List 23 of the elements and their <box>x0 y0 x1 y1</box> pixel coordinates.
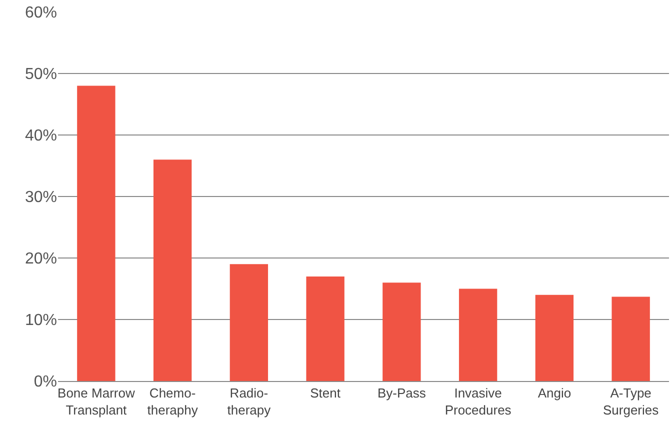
bar <box>306 276 344 381</box>
y-tick-label: 10% <box>24 312 57 330</box>
x-tick-label: Stent <box>310 386 341 401</box>
x-tick-label: Bone Marrow Transplant <box>58 386 136 418</box>
bar <box>382 282 421 381</box>
x-tick-label: Angio <box>538 386 572 401</box>
bar <box>612 296 650 381</box>
y-tick-label: 60% <box>24 4 57 22</box>
y-tick-label: 40% <box>24 128 57 145</box>
y-tick-label: 30% <box>24 189 57 206</box>
x-tick-label: Radio- therapy <box>227 386 272 418</box>
bar <box>153 160 192 381</box>
bar <box>230 264 268 381</box>
x-tick-label: A-Type Surgeries <box>602 386 660 418</box>
bar <box>77 86 116 381</box>
bar <box>535 294 574 381</box>
x-tick-label: Invasive Procedures <box>444 386 512 418</box>
y-tick-label: 20% <box>24 250 57 268</box>
x-tick-label: Chemo- theraphy <box>147 386 198 418</box>
x-tick-label: By-Pass <box>377 386 426 401</box>
y-tick-label: 50% <box>24 66 57 84</box>
bar <box>458 288 498 381</box>
y-tick-label: 0% <box>34 374 57 391</box>
